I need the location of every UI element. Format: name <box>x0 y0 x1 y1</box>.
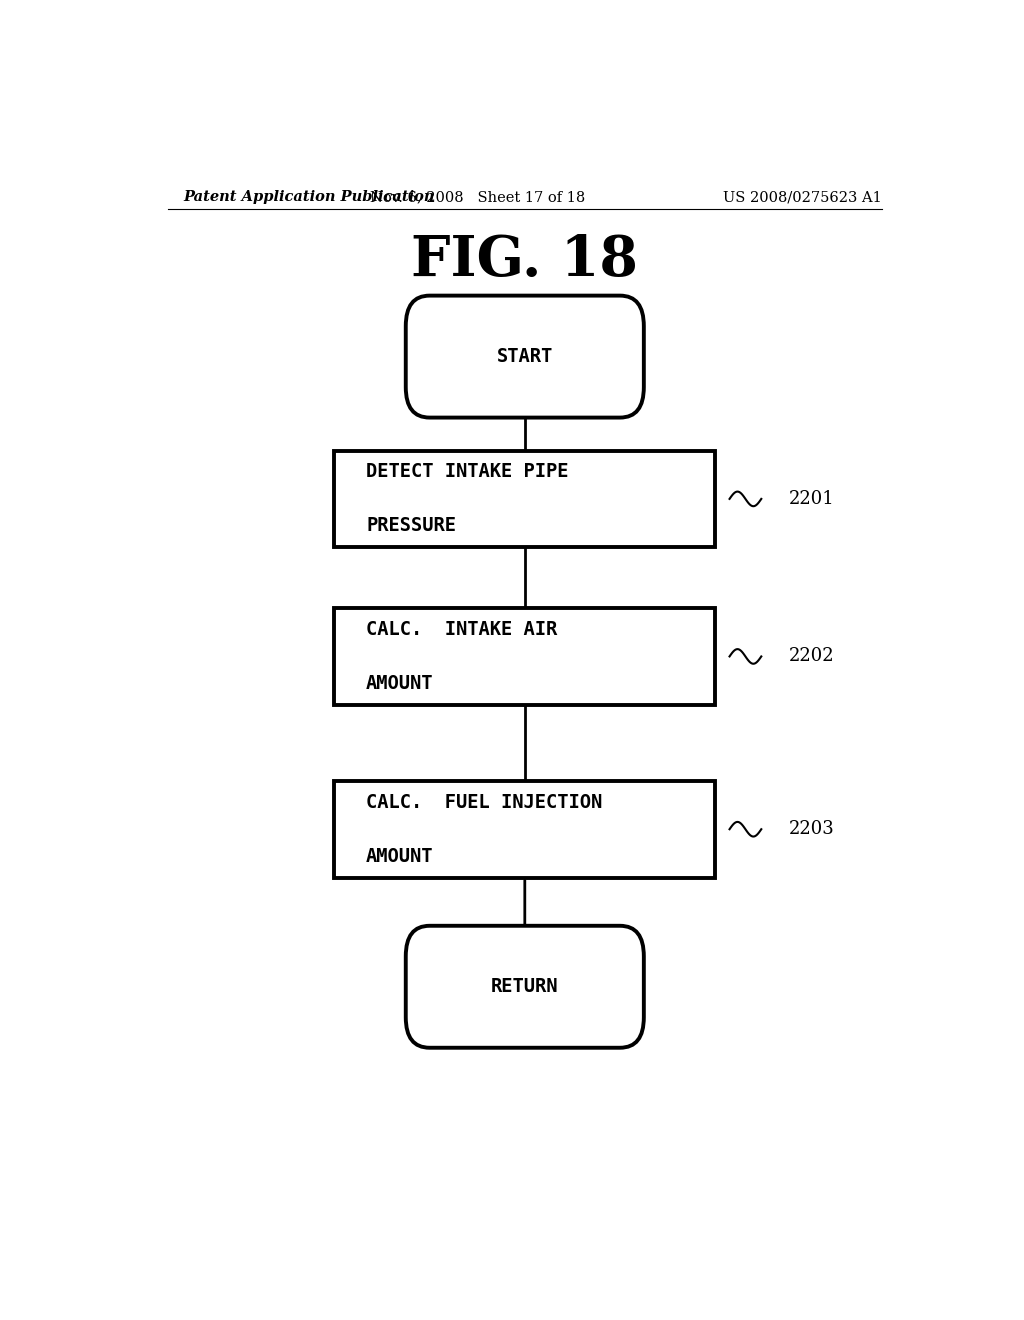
Text: AMOUNT: AMOUNT <box>367 846 433 866</box>
Text: 2203: 2203 <box>790 820 835 838</box>
FancyBboxPatch shape <box>406 925 644 1048</box>
Text: PRESSURE: PRESSURE <box>367 516 456 536</box>
Text: US 2008/0275623 A1: US 2008/0275623 A1 <box>723 190 882 205</box>
Text: START: START <box>497 347 553 366</box>
Text: 2202: 2202 <box>790 647 835 665</box>
Bar <box>334 609 715 705</box>
Text: Patent Application Publication: Patent Application Publication <box>183 190 435 205</box>
Text: CALC.  INTAKE AIR: CALC. INTAKE AIR <box>367 620 557 639</box>
Text: FIG. 18: FIG. 18 <box>412 232 638 288</box>
Bar <box>334 781 715 878</box>
Text: 2201: 2201 <box>790 490 835 508</box>
Text: DETECT INTAKE PIPE: DETECT INTAKE PIPE <box>367 462 568 482</box>
Text: CALC.  FUEL INJECTION: CALC. FUEL INJECTION <box>367 793 602 812</box>
Text: Nov. 6, 2008   Sheet 17 of 18: Nov. 6, 2008 Sheet 17 of 18 <box>370 190 585 205</box>
Bar <box>334 450 715 548</box>
FancyBboxPatch shape <box>406 296 644 417</box>
Text: RETURN: RETURN <box>492 977 558 997</box>
Text: AMOUNT: AMOUNT <box>367 675 433 693</box>
